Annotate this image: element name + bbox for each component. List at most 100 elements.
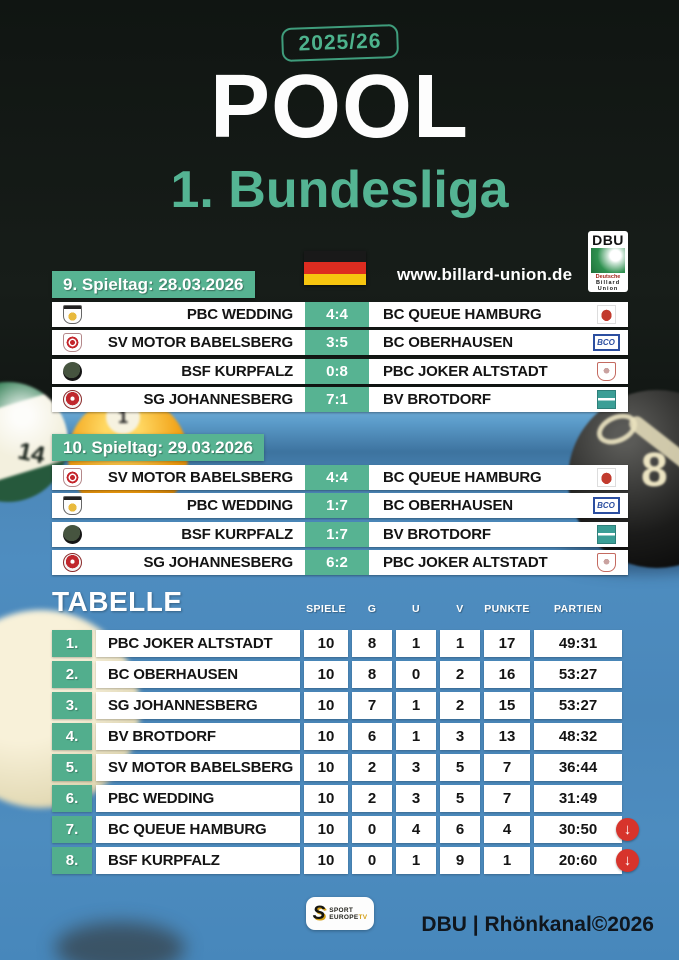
position-cell: 7. — [52, 816, 92, 843]
home-team-name: PBC WEDDING — [186, 497, 293, 515]
match-row: BSF KURPFALZ 1:7 BV BROTDORF — [52, 521, 628, 547]
v-cell: 3 — [440, 723, 480, 750]
col-v: V — [456, 603, 464, 615]
pbc-wedding-logo — [62, 496, 82, 516]
german-flag-icon — [304, 251, 366, 285]
g-cell: 2 — [352, 754, 392, 781]
sport-europe-tv-logo: S SPORT EUROPETV — [306, 897, 374, 930]
away-team-name: BC QUEUE HAMBURG — [383, 469, 542, 486]
position-cell: 8. — [52, 847, 92, 874]
punkte-cell: 7 — [484, 754, 530, 781]
home-team-name: SV MOTOR BABELSBERG — [107, 334, 293, 352]
u-cell: 1 — [396, 847, 436, 874]
table-row: 4. BV BROTDORF 10 6 1 3 13 48:32 — [52, 723, 622, 750]
table-row: 1. PBC JOKER ALTSTADT 10 8 1 1 17 49:31 — [52, 630, 622, 657]
away-team-name: BC QUEUE HAMBURG — [383, 306, 542, 323]
position-cell: 1. — [52, 630, 92, 657]
table-row: 2. BC OBERHAUSEN 10 8 0 2 16 53:27 — [52, 661, 622, 688]
g-cell: 0 — [352, 816, 392, 843]
table-row: 6. PBC WEDDING 10 2 3 5 7 31:49 — [52, 785, 622, 812]
home-team-name: PBC WEDDING — [186, 306, 293, 323]
team-cell: BV BROTDORF — [96, 723, 300, 750]
home-team-name: SV MOTOR BABELSBERG — [107, 469, 293, 486]
punkte-cell: 16 — [484, 661, 530, 688]
u-cell: 3 — [396, 754, 436, 781]
partien-cell: 49:31 — [534, 630, 622, 657]
col-u: U — [412, 603, 420, 615]
away-team-name: BC OBERHAUSEN — [383, 497, 513, 515]
v-cell: 2 — [440, 661, 480, 688]
home-team-name: SG JOHANNESBERG — [143, 553, 293, 571]
punkte-cell: 7 — [484, 785, 530, 812]
table-row: 8. BSF KURPFALZ 10 0 1 9 1 20:60 — [52, 847, 622, 874]
sv-motor-babelsberg-logo — [62, 468, 82, 487]
match-score: 7:1 — [305, 386, 369, 412]
spiele-cell: 10 — [304, 754, 348, 781]
team-cell: BSF KURPFALZ — [96, 847, 300, 874]
sport-europe-s-icon: S — [312, 902, 326, 924]
sg-johannesberg-logo — [62, 552, 82, 572]
match-row: PBC WEDDING 4:4 BC QUEUE HAMBURG — [52, 302, 628, 327]
website-url: www.billard-union.de — [397, 265, 573, 284]
dbu-ball-icon — [591, 248, 625, 273]
match-score: 3:5 — [305, 330, 369, 356]
spiele-cell: 10 — [304, 785, 348, 812]
team-cell: BC OBERHAUSEN — [96, 661, 300, 688]
v-cell: 5 — [440, 754, 480, 781]
poster-subtitle: 1. Bundesliga — [170, 161, 509, 219]
v-cell: 6 — [440, 816, 480, 843]
col-g: G — [367, 603, 377, 615]
away-team-name: BV BROTDORF — [383, 390, 491, 408]
away-team-name: PBC JOKER ALTSTADT — [383, 362, 548, 380]
position-cell: 2. — [52, 661, 92, 688]
team-cell: PBC WEDDING — [96, 785, 300, 812]
sv-motor-babelsberg-logo — [62, 333, 82, 353]
spiele-cell: 10 — [304, 630, 348, 657]
poster-title: POOL — [209, 57, 469, 157]
match-row: BSF KURPFALZ 0:8 PBC JOKER ALTSTADT — [52, 358, 628, 384]
pbc-joker-altstadt-logo — [596, 552, 616, 572]
bc-oberhausen-logo: BCO — [592, 334, 620, 352]
g-cell: 8 — [352, 630, 392, 657]
match-score: 4:4 — [305, 302, 369, 327]
away-team-name: PBC JOKER ALTSTADT — [383, 553, 548, 571]
punkte-cell: 1 — [484, 847, 530, 874]
v-cell: 9 — [440, 847, 480, 874]
position-cell: 4. — [52, 723, 92, 750]
pbc-joker-altstadt-logo — [596, 361, 616, 381]
league-table: 1. PBC JOKER ALTSTADT 10 8 1 1 17 49:31 … — [52, 630, 622, 878]
table-row: 3. SG JOHANNESBERG 10 7 1 2 15 53:27 — [52, 692, 622, 719]
matchday-9-header: 9. Spieltag: 28.03.2026 — [52, 271, 255, 298]
punkte-cell: 13 — [484, 723, 530, 750]
home-team-name: BSF KURPFALZ — [181, 362, 293, 380]
col-punkte: PUNKTE — [484, 603, 530, 615]
u-cell: 4 — [396, 816, 436, 843]
u-cell: 3 — [396, 785, 436, 812]
position-cell: 6. — [52, 785, 92, 812]
home-team-name: SG JOHANNESBERG — [143, 390, 293, 408]
bc-queue-hamburg-logo — [596, 468, 616, 487]
v-cell: 5 — [440, 785, 480, 812]
dbu-logo: DBU Deutsche Billard Union — [588, 231, 628, 292]
match-score: 4:4 — [305, 465, 369, 490]
relegation-down-arrow-icon: ↓ — [616, 849, 639, 872]
away-team-name: BC OBERHAUSEN — [383, 334, 513, 352]
partien-cell: 20:60 — [534, 847, 622, 874]
dbu-abbr: DBU — [592, 232, 624, 248]
match-row: PBC WEDDING 1:7 BC OBERHAUSEN BCO — [52, 493, 628, 519]
match-row: SV MOTOR BABELSBERG 4:4 BC QUEUE HAMBURG — [52, 465, 628, 490]
bv-brotdorf-logo — [596, 524, 616, 544]
bc-oberhausen-logo: BCO — [592, 497, 620, 515]
matchday-10-header: 10. Spieltag: 29.03.2026 — [52, 434, 264, 461]
spiele-cell: 10 — [304, 661, 348, 688]
bc-queue-hamburg-logo — [596, 305, 616, 324]
away-team-name: BV BROTDORF — [383, 525, 491, 543]
u-cell: 1 — [396, 692, 436, 719]
partien-cell: 31:49 — [534, 785, 622, 812]
position-cell: 3. — [52, 692, 92, 719]
g-cell: 0 — [352, 847, 392, 874]
pbc-wedding-logo — [62, 305, 82, 324]
partien-cell: 36:44 — [534, 754, 622, 781]
punkte-cell: 15 — [484, 692, 530, 719]
